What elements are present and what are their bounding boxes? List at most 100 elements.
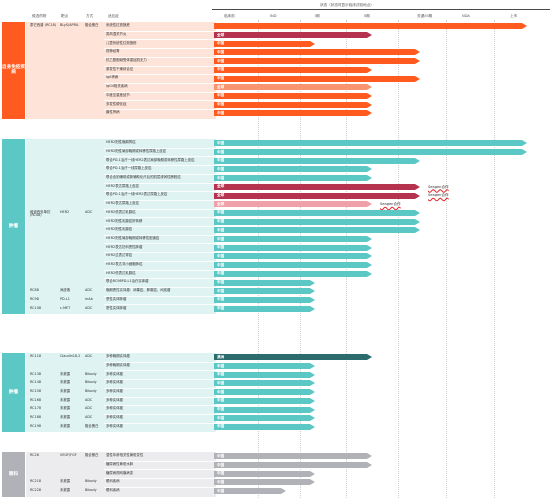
modality: ADC — [85, 397, 93, 402]
progress-arrow: 中国 — [214, 270, 372, 277]
region-label: 中国 — [217, 102, 225, 107]
indication: 膜性肾病 — [106, 110, 120, 115]
row-divider — [104, 413, 216, 415]
region-label: 中国 — [217, 479, 225, 484]
region-label: 中国 — [217, 149, 225, 154]
target: c-MET — [60, 305, 71, 310]
indication: HER2表达尿路上皮癌 — [106, 183, 139, 188]
progress-arrow: 中国 — [214, 363, 315, 369]
modality: ADC — [85, 209, 93, 214]
region-label: 中国 — [217, 488, 225, 493]
modality: 融合蛋白 — [85, 23, 99, 28]
target: Claudin18.2 — [60, 354, 81, 359]
progress-arrow: 中国 — [214, 236, 372, 242]
row-divider — [104, 379, 216, 381]
region-label: 中国 — [217, 93, 225, 98]
section-label: 自身免疫疾病 — [2, 22, 25, 119]
progress-arrow: 中国 — [214, 218, 420, 225]
region-label: 中国 — [217, 462, 225, 467]
row-divider — [104, 173, 216, 175]
progress-arrow: 全球 — [214, 201, 372, 208]
region-label: 全球 — [217, 32, 225, 37]
row-divider — [104, 217, 216, 219]
header-rule — [212, 9, 550, 10]
phase-header: NDA — [462, 14, 470, 18]
target: 未披露 — [60, 380, 71, 385]
region-label: 中国 — [217, 236, 225, 241]
target: 未披露 — [60, 406, 71, 411]
progress-arrow: 中国 — [214, 296, 315, 303]
column-header-indication: 适应症 — [108, 14, 119, 18]
region-label: 中国 — [217, 158, 225, 163]
progress-arrow: 中国 — [214, 140, 527, 147]
modality: Bibody — [85, 371, 97, 376]
row-divider — [104, 478, 216, 480]
indication: 类风湿关节炎 — [106, 31, 127, 36]
progress-arrow: 中国 — [214, 305, 315, 312]
indication: HER2阳性局部晚期或转移性胆道癌 — [106, 235, 160, 240]
row-divider — [104, 460, 216, 462]
column-header-target: 靶点 — [61, 14, 69, 18]
progress-arrow: 中国 — [214, 75, 420, 82]
modality: ADC — [85, 406, 93, 411]
progress-arrow: 全球 — [214, 32, 372, 38]
indication: 多发性硬化症 — [106, 101, 127, 106]
row-divider — [104, 48, 216, 50]
row-divider — [104, 226, 216, 227]
phase-divider — [446, 20, 447, 498]
region-label: 中国 — [217, 306, 225, 311]
row-divider — [104, 234, 216, 236]
region-label: 中国 — [217, 380, 225, 385]
progress-arrow: 中国 — [214, 66, 372, 73]
row-divider — [104, 269, 216, 271]
row-divider — [104, 396, 216, 398]
region-label: 中国 — [217, 67, 225, 72]
indication: 糖尿病视网膜病变 — [106, 470, 134, 475]
phase-header: 上市 — [510, 14, 518, 18]
drug-name: RC88 — [30, 288, 39, 293]
row-divider — [104, 91, 216, 93]
indication: 多种实体瘤 — [106, 389, 123, 393]
progress-arrow: 中国 — [214, 244, 372, 251]
progress-arrow: 中国 — [214, 462, 372, 468]
indication: 联合RC98PD-L1治疗实体瘤 — [106, 279, 149, 284]
indication: 儿童系统性红斑狼疮 — [106, 40, 137, 45]
indication: 多种实体瘤 — [106, 380, 123, 385]
row-divider — [104, 109, 216, 110]
region-label: 中国 — [217, 227, 225, 232]
row-divider — [104, 199, 216, 201]
modality: Bibody — [85, 380, 97, 385]
modality: ADC — [85, 354, 93, 359]
row-divider — [104, 405, 216, 407]
section-background — [26, 353, 216, 433]
indication: HER2表达妇科恶性肿瘤 — [106, 244, 143, 249]
row-divider — [104, 469, 216, 471]
progress-arrow: 中国 — [214, 49, 420, 56]
region-label: 中国 — [217, 245, 225, 250]
indication: 多种实体瘤 — [106, 397, 123, 402]
indication: 系统性红斑狼疮 — [106, 23, 130, 28]
indication: 联合PD-1治疗一线HER2表达尿路上皮癌 — [106, 192, 168, 197]
drug-name: RC98 — [30, 296, 39, 301]
row-divider — [104, 30, 216, 32]
modality: ADC — [85, 415, 93, 420]
region-label: 全球 — [217, 193, 225, 197]
indication: 视神经脊 — [106, 49, 120, 54]
drug-name: RC178 — [30, 406, 42, 411]
indication: HER2表达非小细胞肺癌 — [106, 262, 143, 266]
phase-header: I期 — [315, 14, 320, 18]
row-divider — [104, 286, 216, 288]
phase-divider — [494, 20, 495, 498]
phase-divider — [398, 20, 399, 498]
indication: 联合PD-1治疗一线HER2表达局部晚期或转移性尿路上皮癌 — [106, 157, 195, 162]
progress-arrow: 全球 — [214, 183, 420, 190]
phase-header: II期 — [364, 14, 370, 18]
indication: HER2阳性局部晚期或转移性尿路上皮癌 — [106, 148, 167, 153]
progress-arrow: 中国 — [214, 470, 315, 477]
progress-arrow: 中国 — [214, 389, 315, 396]
indication: 多种实体瘤 — [106, 406, 123, 411]
drug-name: RC118 — [30, 354, 42, 359]
region-label: 全球 — [217, 84, 225, 89]
drug-name: RC148 — [30, 380, 42, 385]
progress-arrow: 中国 — [214, 110, 372, 117]
